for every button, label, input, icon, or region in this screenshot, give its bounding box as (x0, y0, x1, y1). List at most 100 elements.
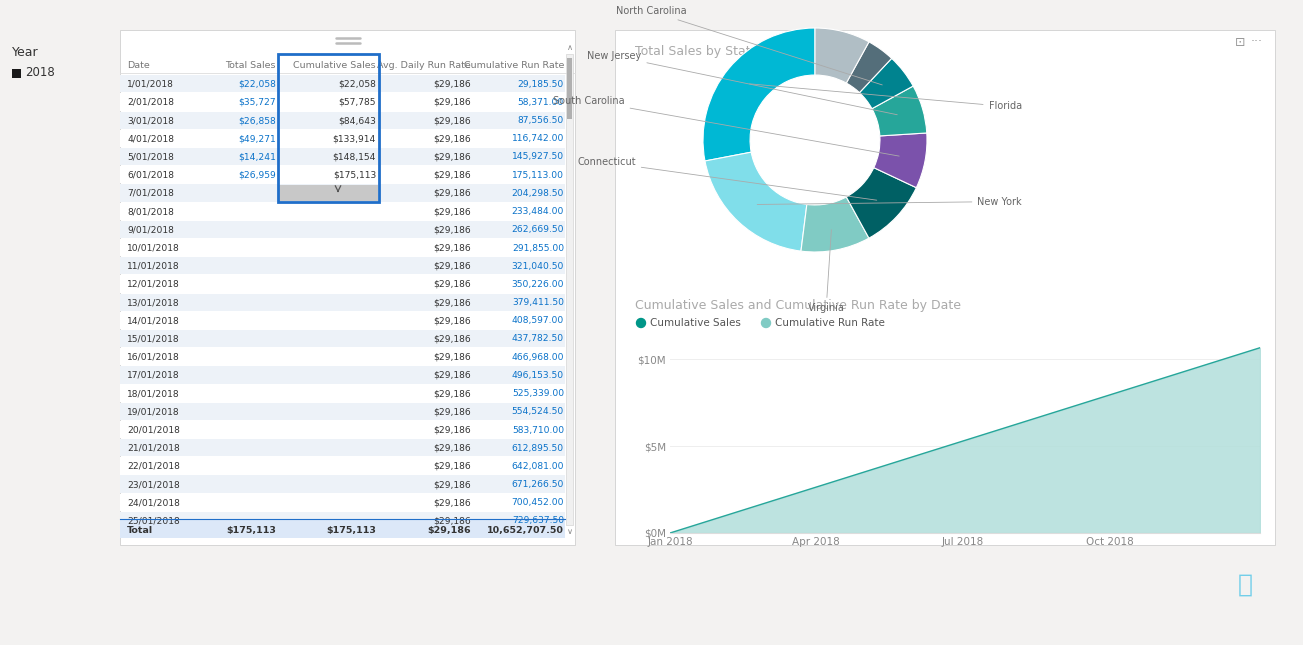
Text: 262,669.50: 262,669.50 (512, 225, 564, 234)
Text: 10,652,707.50: 10,652,707.50 (487, 526, 564, 535)
Text: 58,371.00: 58,371.00 (517, 98, 564, 107)
Text: $29,186: $29,186 (434, 134, 470, 143)
Text: $49,271: $49,271 (238, 134, 276, 143)
Bar (120, 520, 566, 538)
Text: $29,186: $29,186 (434, 189, 470, 198)
Text: $29,186: $29,186 (434, 244, 470, 252)
Text: 5/01/2018: 5/01/2018 (126, 152, 173, 161)
Text: 700,452.00: 700,452.00 (512, 499, 564, 508)
Bar (567, 58, 572, 119)
Text: 612,895.50: 612,895.50 (512, 444, 564, 453)
Bar (120, 439, 566, 456)
Text: 437,782.50: 437,782.50 (512, 335, 564, 344)
Bar (278, 54, 379, 201)
Bar (120, 30, 575, 545)
Text: $29,186: $29,186 (434, 426, 470, 435)
Text: 87,556.50: 87,556.50 (517, 116, 564, 125)
Bar (120, 457, 566, 475)
Text: 3/01/2018: 3/01/2018 (126, 116, 173, 125)
Text: 379,411.50: 379,411.50 (512, 298, 564, 307)
Text: 13/01/2018: 13/01/2018 (126, 298, 180, 307)
Bar (120, 475, 566, 493)
Text: $29,186: $29,186 (434, 371, 470, 380)
Text: 408,597.00: 408,597.00 (512, 316, 564, 325)
Text: 10/01/2018: 10/01/2018 (126, 244, 180, 252)
Text: 2/01/2018: 2/01/2018 (126, 98, 175, 107)
Text: 729,637.50: 729,637.50 (512, 517, 564, 526)
Text: 24/01/2018: 24/01/2018 (126, 499, 180, 508)
Text: 22/01/2018: 22/01/2018 (126, 462, 180, 471)
Text: 29,185.50: 29,185.50 (517, 80, 564, 89)
Text: $29,186: $29,186 (434, 98, 470, 107)
Text: $29,186: $29,186 (434, 225, 470, 234)
Text: $175,113: $175,113 (332, 171, 377, 180)
Bar (120, 239, 566, 256)
Bar (120, 94, 566, 110)
Bar (120, 493, 566, 511)
Text: $29,186: $29,186 (434, 262, 470, 271)
Text: 496,153.50: 496,153.50 (512, 371, 564, 380)
Text: ∧: ∧ (567, 43, 572, 52)
Text: $29,186: $29,186 (434, 407, 470, 416)
Text: $29,186: $29,186 (434, 499, 470, 508)
Bar (120, 512, 566, 529)
Bar (566, 54, 573, 525)
Text: $22,058: $22,058 (337, 80, 377, 89)
Bar (279, 185, 378, 201)
Bar (120, 275, 566, 292)
Text: $57,785: $57,785 (339, 98, 377, 107)
Text: Cumulative Sales and Cumulative Run Rate by Date: Cumulative Sales and Cumulative Run Rate… (635, 299, 962, 312)
Text: $29,186: $29,186 (434, 116, 470, 125)
Text: 14/01/2018: 14/01/2018 (126, 316, 180, 325)
Text: $26,959: $26,959 (238, 171, 276, 180)
Text: Total Sales: Total Sales (225, 61, 276, 70)
Text: Date: Date (126, 61, 150, 70)
Text: 21/01/2018: 21/01/2018 (126, 444, 180, 453)
Text: Year: Year (12, 46, 39, 59)
Text: $29,186: $29,186 (434, 517, 470, 526)
Wedge shape (846, 42, 891, 93)
Text: $84,643: $84,643 (337, 116, 377, 125)
Text: $29,186: $29,186 (434, 207, 470, 216)
Text: $148,154: $148,154 (332, 152, 377, 161)
Wedge shape (705, 152, 807, 251)
Text: $29,186: $29,186 (427, 526, 470, 535)
Text: 291,855.00: 291,855.00 (512, 244, 564, 252)
Text: $29,186: $29,186 (434, 353, 470, 362)
Text: 321,040.50: 321,040.50 (512, 262, 564, 271)
Text: $29,186: $29,186 (434, 298, 470, 307)
Text: New Jersey: New Jersey (588, 51, 898, 115)
Text: 25/01/2018: 25/01/2018 (126, 517, 180, 526)
Text: $29,186: $29,186 (434, 171, 470, 180)
Text: Connecticut: Connecticut (577, 157, 877, 200)
Text: 🧬: 🧬 (1238, 573, 1252, 597)
Text: $29,186: $29,186 (434, 152, 470, 161)
Wedge shape (704, 28, 814, 161)
Bar (120, 203, 566, 220)
Text: 4/01/2018: 4/01/2018 (126, 134, 175, 143)
Text: ⊡: ⊡ (1235, 35, 1246, 48)
Text: Total: Total (126, 526, 154, 535)
Bar (120, 75, 566, 92)
Text: Florida: Florida (749, 84, 1022, 112)
Text: 15/01/2018: 15/01/2018 (126, 335, 180, 344)
Text: $29,186: $29,186 (434, 480, 470, 489)
Text: $35,727: $35,727 (238, 98, 276, 107)
Bar (615, 30, 1276, 545)
Text: $29,186: $29,186 (434, 444, 470, 453)
Bar (120, 112, 566, 129)
Bar (120, 166, 566, 183)
Text: $29,186: $29,186 (434, 389, 470, 398)
Text: $175,113: $175,113 (326, 526, 377, 535)
Text: 6/01/2018: 6/01/2018 (126, 171, 175, 180)
Text: 671,266.50: 671,266.50 (512, 480, 564, 489)
Text: Cumulative Run Rate: Cumulative Run Rate (464, 61, 564, 70)
Bar (120, 402, 566, 420)
Text: 8/01/2018: 8/01/2018 (126, 207, 173, 216)
Text: 350,226.00: 350,226.00 (512, 280, 564, 289)
Wedge shape (814, 28, 869, 83)
Wedge shape (860, 58, 913, 109)
Text: ∨: ∨ (567, 526, 572, 535)
Text: 525,339.00: 525,339.00 (512, 389, 564, 398)
Circle shape (761, 319, 770, 328)
